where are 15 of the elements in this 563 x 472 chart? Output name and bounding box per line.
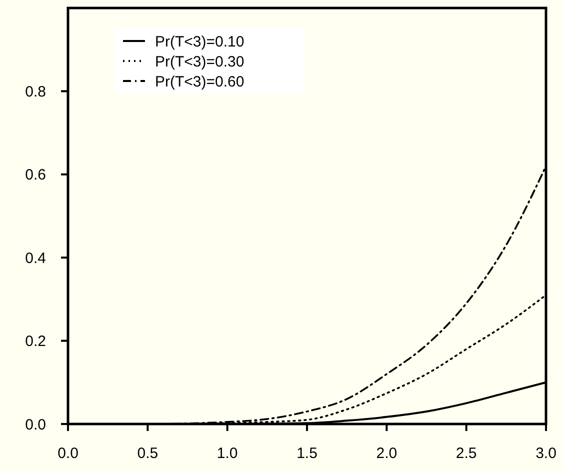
x-tick-label: 2.5 xyxy=(456,445,477,462)
y-tick-label: 0.6 xyxy=(25,166,46,184)
y-tick-label: 0.4 xyxy=(25,250,46,267)
legend-label: Pr(T<3)=0.60 xyxy=(155,73,244,90)
y-tick-label: 0.0 xyxy=(25,416,46,434)
x-tick-label: 3.0 xyxy=(536,445,556,462)
x-tick-label: 1.0 xyxy=(216,445,238,462)
legend-label: Pr(T<3)=0.10 xyxy=(155,33,244,50)
y-tick-label: 0.2 xyxy=(25,333,46,350)
x-tick-label: 0.5 xyxy=(137,445,158,462)
legend-label: Pr(T<3)=0.30 xyxy=(155,53,244,70)
y-tick-label: 0.8 xyxy=(25,83,46,100)
x-tick-label: 2.0 xyxy=(376,445,398,462)
x-tick-label: 1.5 xyxy=(296,445,318,462)
x-tick-label: 0.0 xyxy=(58,445,78,462)
